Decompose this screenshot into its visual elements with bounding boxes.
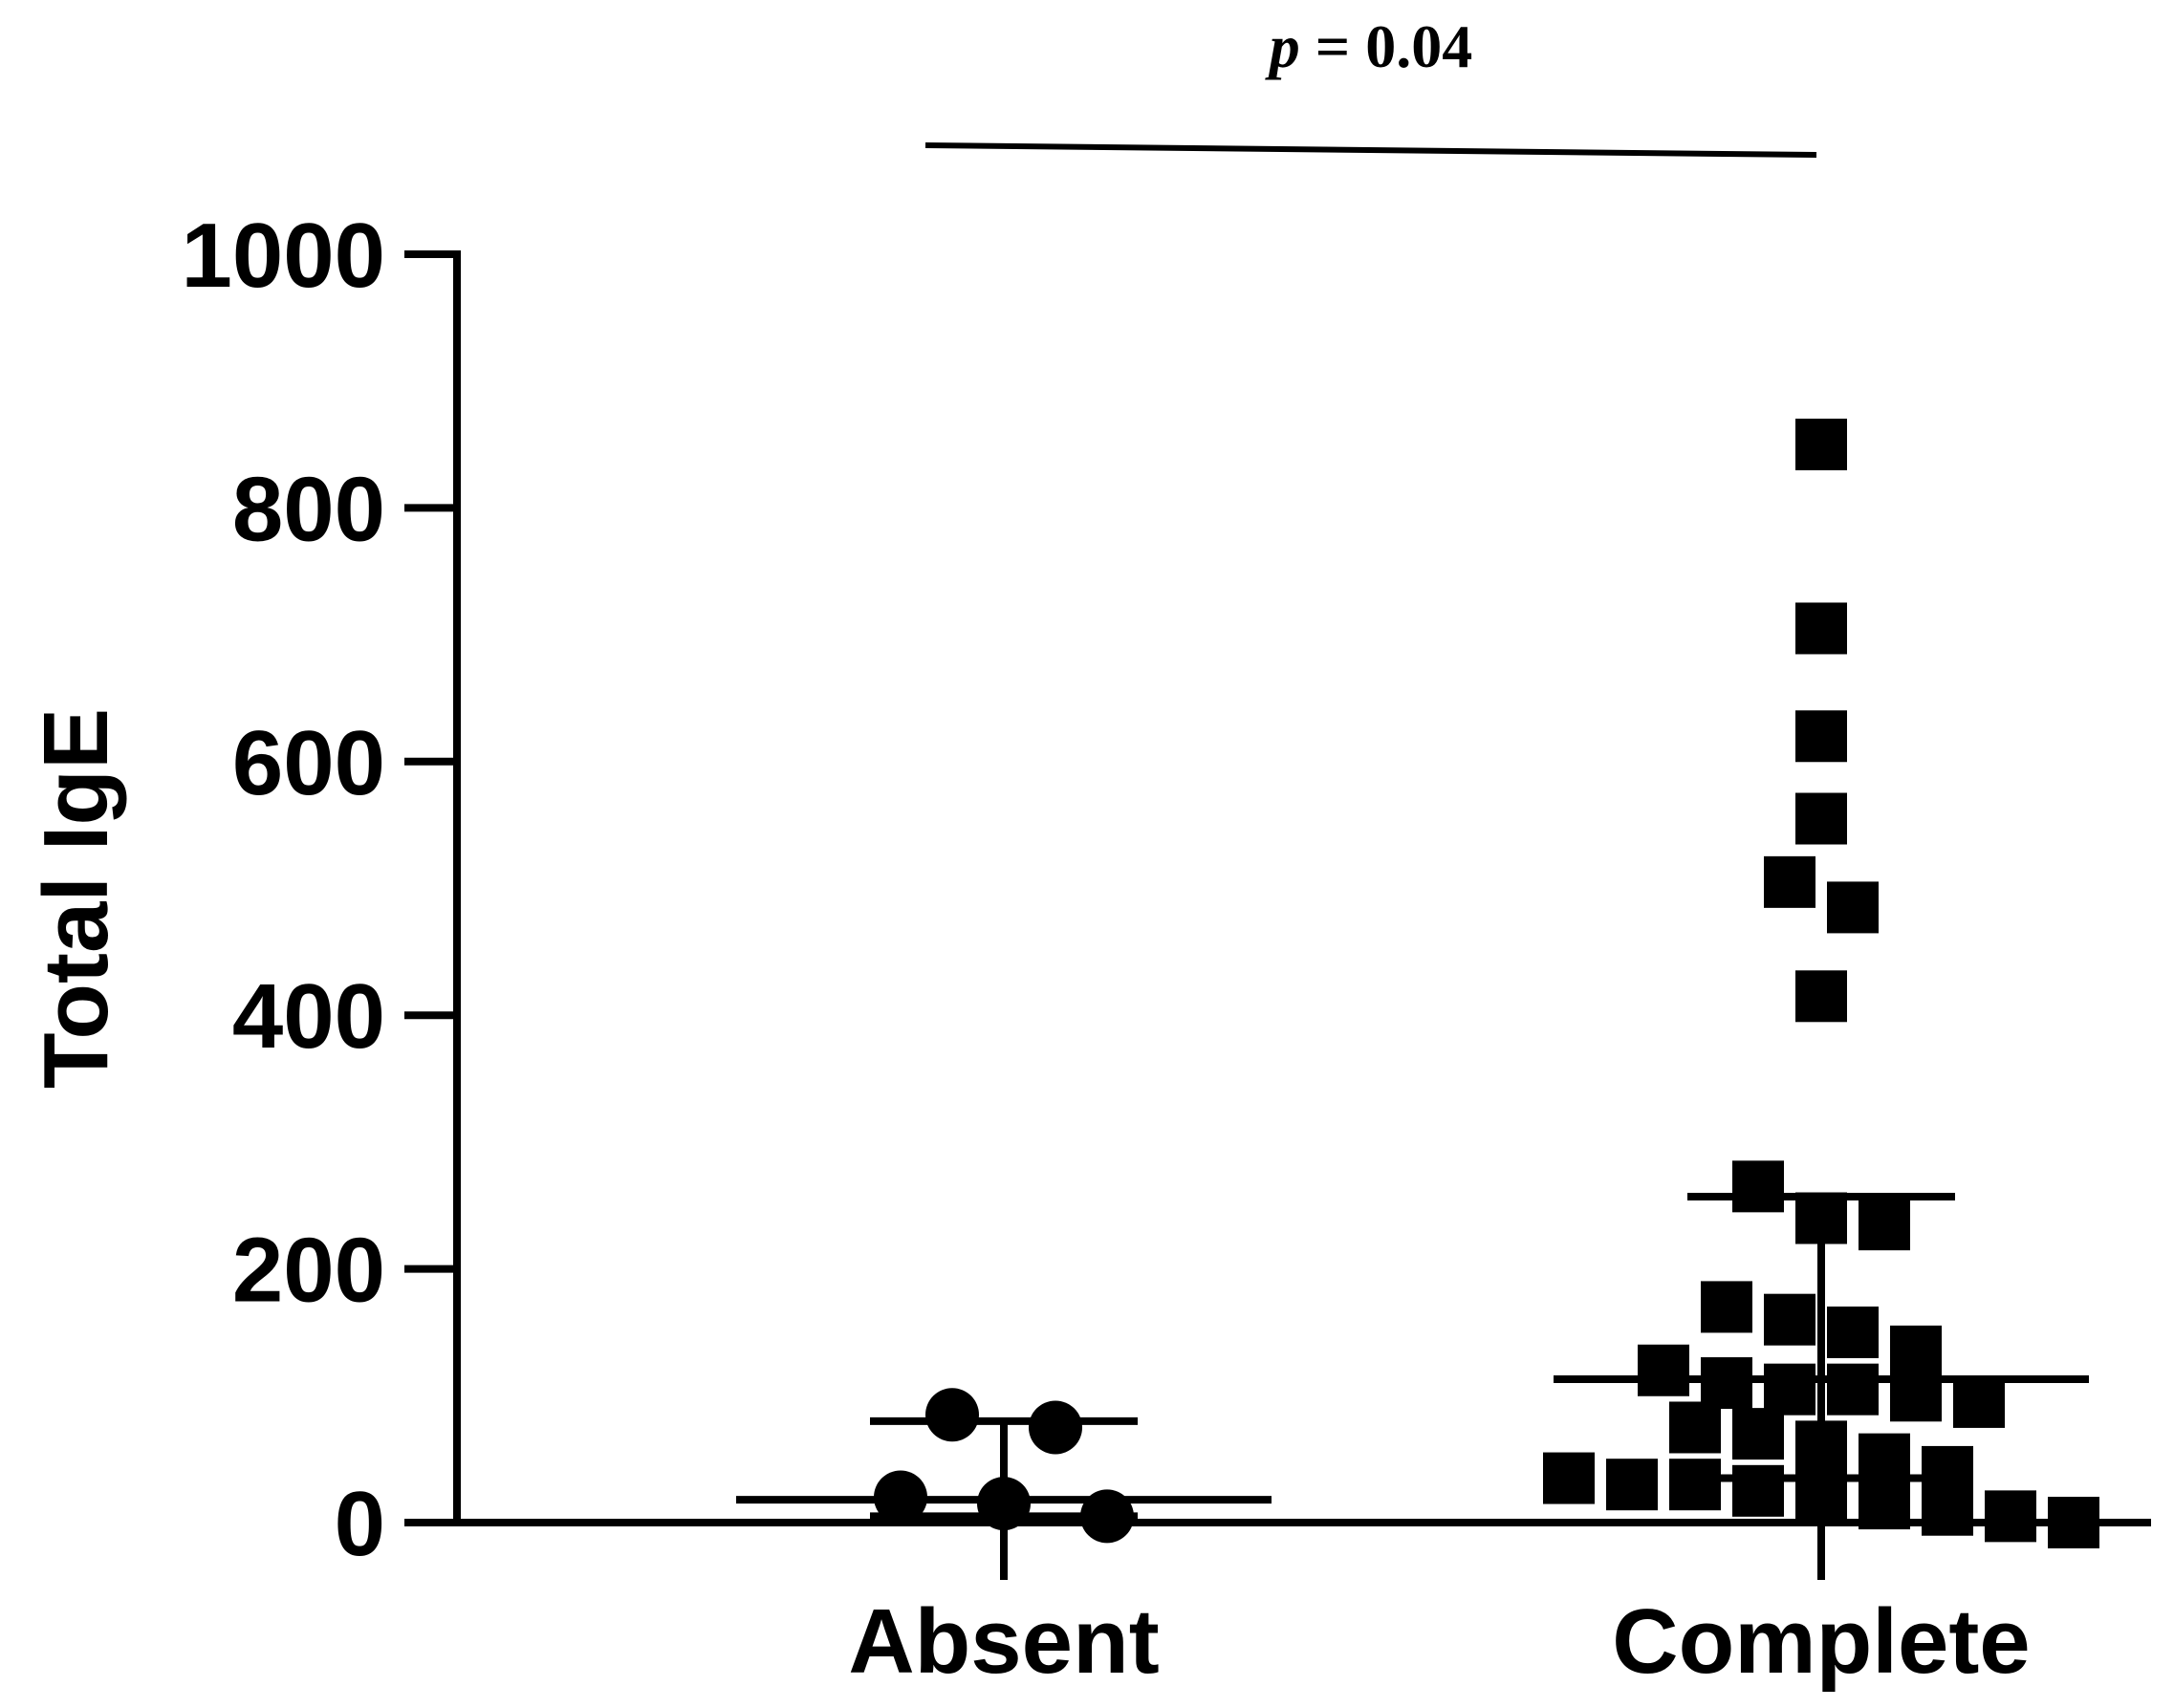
data-point bbox=[1795, 602, 1847, 655]
data-points bbox=[874, 419, 2099, 1548]
y-tick-label: 1000 bbox=[181, 205, 385, 307]
data-point bbox=[1543, 1452, 1595, 1504]
y-tick-label: 600 bbox=[232, 712, 385, 814]
data-point bbox=[1701, 1357, 1752, 1410]
x-axis-ticks: Absent Complete bbox=[848, 1523, 2031, 1693]
y-tick-label: 400 bbox=[232, 965, 385, 1068]
data-point bbox=[874, 1470, 927, 1524]
data-point bbox=[1795, 792, 1847, 845]
y-tick-label: 0 bbox=[335, 1473, 385, 1575]
y-tick-label: 200 bbox=[232, 1220, 385, 1322]
data-point bbox=[1732, 1464, 1784, 1517]
data-point bbox=[925, 1388, 979, 1442]
data-point bbox=[1795, 1471, 1847, 1524]
data-point bbox=[1859, 1478, 1910, 1530]
p-value-text: = 0.04 bbox=[1300, 12, 1472, 80]
significance-bracket bbox=[924, 142, 1817, 158]
data-point bbox=[1732, 1408, 1784, 1460]
data-point bbox=[1827, 881, 1879, 934]
data-point bbox=[1827, 1306, 1879, 1358]
data-point bbox=[1859, 1199, 1910, 1251]
data-point bbox=[1827, 1363, 1879, 1416]
data-point bbox=[1795, 419, 1847, 471]
data-point bbox=[1795, 710, 1847, 763]
data-point bbox=[1764, 1363, 1815, 1416]
p-symbol: p bbox=[1265, 12, 1300, 80]
data-point bbox=[1732, 1160, 1784, 1213]
y-axis-label: Total IgE bbox=[25, 708, 127, 1089]
p-value-annotation: p = 0.04 bbox=[1265, 12, 1472, 80]
data-point bbox=[1080, 1489, 1134, 1544]
data-point bbox=[1985, 1490, 2036, 1543]
y-axis-ticks: 0 200 400 600 800 1000 bbox=[181, 205, 457, 1575]
data-point bbox=[1890, 1325, 1942, 1377]
data-point bbox=[1669, 1401, 1721, 1454]
data-point bbox=[1859, 1433, 1910, 1485]
y-tick-label: 800 bbox=[232, 458, 385, 560]
data-point bbox=[1922, 1483, 1973, 1536]
x-category-label: Complete bbox=[1612, 1590, 2030, 1693]
data-point bbox=[977, 1477, 1031, 1531]
data-point bbox=[1795, 1192, 1847, 1244]
x-category-label: Absent bbox=[848, 1590, 1159, 1693]
data-point bbox=[1953, 1375, 2005, 1428]
data-point bbox=[1701, 1281, 1752, 1333]
data-point bbox=[2048, 1497, 2099, 1548]
data-point bbox=[1795, 1420, 1847, 1473]
data-point bbox=[1795, 970, 1847, 1023]
data-point bbox=[1638, 1344, 1689, 1396]
data-point bbox=[1669, 1459, 1721, 1511]
data-point bbox=[1890, 1370, 1942, 1422]
data-point bbox=[1764, 1293, 1815, 1346]
data-point bbox=[1606, 1459, 1658, 1511]
data-point bbox=[1764, 855, 1815, 908]
data-point bbox=[1029, 1400, 1082, 1455]
